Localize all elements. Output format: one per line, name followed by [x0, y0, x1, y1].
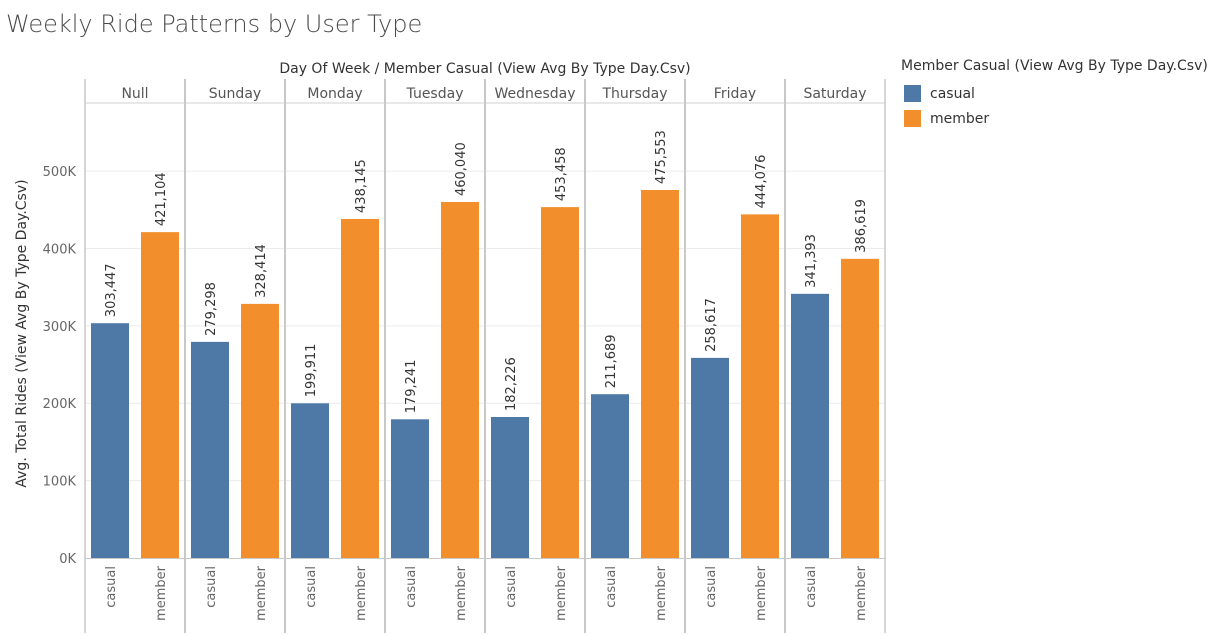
data-label-casual: 341,393	[804, 234, 819, 288]
x-tick-label: casual	[604, 566, 619, 608]
bar-member	[341, 218, 379, 558]
data-label-member: 438,145	[354, 159, 369, 213]
bar-casual	[791, 293, 829, 558]
y-tick-label: 400K	[43, 242, 77, 257]
bar-member	[241, 303, 279, 558]
data-label-member: 475,553	[654, 130, 669, 184]
x-tick-label: casual	[704, 566, 719, 608]
data-label-member: 444,076	[754, 155, 769, 209]
legend-swatch-casual	[904, 85, 921, 102]
legend-item-casual[interactable]: casual	[901, 81, 1208, 106]
data-label-casual: 179,241	[404, 360, 419, 414]
x-tick-label: casual	[104, 566, 119, 608]
bar-casual	[391, 419, 429, 558]
bar-casual	[491, 416, 529, 558]
x-tick-label: casual	[504, 566, 519, 608]
legend-title: Member Casual (View Avg By Type Day.Csv)	[901, 58, 1208, 74]
bar-member	[841, 258, 879, 558]
page-title: Weekly Ride Patterns by User Type	[6, 10, 423, 38]
column-header: Day Of Week / Member Casual (View Avg By…	[279, 61, 690, 77]
category-label: Tuesday	[406, 86, 464, 102]
x-tick-label: member	[454, 565, 469, 621]
bar-casual	[591, 394, 629, 558]
legend-label-member: member	[930, 110, 990, 127]
bar-casual	[191, 341, 229, 558]
x-tick-label: member	[154, 565, 169, 621]
category-label: Friday	[714, 86, 756, 102]
y-tick-label: 200K	[43, 397, 77, 412]
category-label: Wednesday	[494, 86, 575, 102]
bar-casual	[291, 403, 329, 558]
category-label: Sunday	[209, 86, 261, 102]
category-label: Thursday	[601, 86, 667, 102]
x-tick-label: casual	[204, 566, 219, 608]
category-label: Saturday	[803, 86, 866, 102]
bar-member	[641, 190, 679, 558]
x-tick-label: member	[554, 565, 569, 621]
y-tick-label: 100K	[43, 475, 77, 490]
x-tick-label: member	[354, 565, 369, 621]
data-label-member: 460,040	[454, 142, 469, 196]
x-tick-label: member	[654, 565, 669, 621]
x-tick-label: casual	[404, 566, 419, 608]
bar-member	[441, 202, 479, 558]
data-label-member: 386,619	[854, 199, 869, 253]
legend-swatch-member	[904, 110, 921, 127]
bar-member	[741, 214, 779, 559]
data-label-casual: 279,298	[204, 282, 219, 336]
y-axis-label: Avg. Total Rides (View Avg By Type Day.C…	[14, 179, 30, 487]
y-tick-label: 0K	[59, 552, 76, 567]
x-tick-label: member	[854, 565, 869, 621]
data-label-member: 453,458	[554, 147, 569, 201]
legend-item-member[interactable]: member	[901, 106, 1208, 131]
bar-casual	[691, 357, 729, 558]
y-tick-label: 300K	[43, 320, 77, 335]
bar-member	[141, 232, 179, 558]
data-label-casual: 211,689	[604, 334, 619, 388]
x-tick-label: casual	[304, 566, 319, 608]
bar-casual	[91, 323, 129, 558]
x-tick-label: member	[254, 565, 269, 621]
y-tick-label: 500K	[43, 165, 77, 180]
category-label: Null	[121, 86, 148, 102]
legend-label-casual: casual	[930, 85, 975, 102]
legend: Member Casual (View Avg By Type Day.Csv)…	[901, 58, 1208, 131]
data-label-casual: 182,226	[504, 357, 519, 411]
category-label: Monday	[307, 86, 362, 102]
data-label-member: 421,104	[154, 172, 169, 226]
data-label-casual: 258,617	[704, 298, 719, 352]
bar-member	[541, 207, 579, 559]
x-tick-label: casual	[804, 566, 819, 608]
data-label-casual: 303,447	[104, 263, 119, 317]
bar-chart: Day Of Week / Member Casual (View Avg By…	[14, 61, 886, 633]
data-label-member: 328,414	[254, 244, 269, 298]
x-tick-label: member	[754, 565, 769, 621]
data-label-casual: 199,911	[304, 344, 319, 398]
